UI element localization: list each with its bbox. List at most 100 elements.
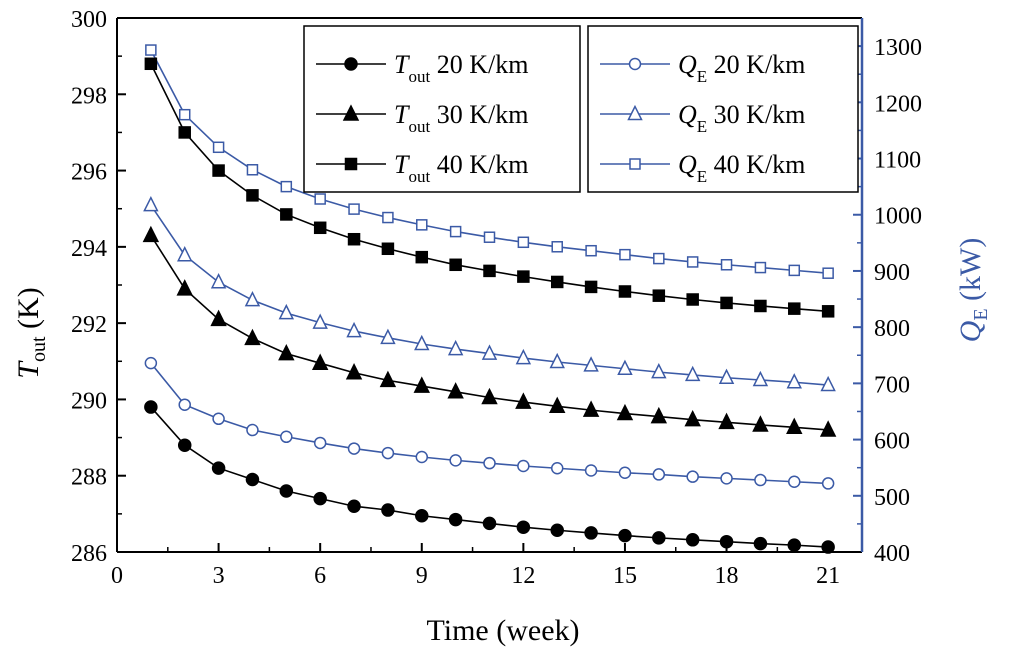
qe-data-point [481,344,498,360]
y-right-tick-label: 900 [874,260,910,286]
y-right-tick-label: 700 [874,372,910,398]
y-right-tick-label: 500 [874,485,910,511]
qe-data-point [380,328,396,345]
x-tick-label: 0 [111,563,123,589]
y-left-tick-label: 292 [71,312,107,338]
qe-data-point [617,359,633,376]
tout-data-point [245,472,260,487]
tout-data-point [584,526,598,540]
y-left-title-sub: out [28,336,50,362]
qe-data-point [346,321,362,338]
tout-data-point [280,208,293,221]
qe-data-point [414,334,430,351]
qe-data-point [517,459,530,473]
qe-legend-marker [628,57,642,71]
qe-data-point [653,252,665,265]
qe-data-point [686,470,699,483]
qe-data-point [584,464,598,477]
tout-data-point [415,509,429,523]
qe-data-point [144,356,158,370]
tout-data-point [719,534,734,549]
tout-legend-marker [344,57,358,71]
tout-data-point [720,296,733,310]
tout-data-point [821,540,835,554]
qe-data-point [178,108,191,121]
tout-data-point [212,164,225,177]
tout-legend-label: Tout 40 K/km [394,150,528,186]
tout-data-point [550,523,564,538]
tout-data-point [718,412,735,430]
tout-data-point [381,503,395,517]
qe-data-point [280,430,293,444]
x-tick-label: 6 [314,563,326,589]
tout-legend-marker [342,104,360,121]
tout-data-point [210,309,227,327]
x-tick-label: 21 [816,563,840,589]
tout-data-point [313,491,327,506]
axis-ticks: 0 3 6 9 12 15 18 21 286 288 290 292 294 296 298 300 400 5… [71,7,922,589]
qe-data-point [347,442,361,455]
tout-data-point [481,387,498,405]
y-right-tick-label: 600 [874,429,910,455]
tout-data-point [176,279,193,296]
tout-data-point [278,343,295,361]
qe-data-point [246,423,259,437]
y-right-tick-label: 400 [874,541,910,567]
y-right-title-unit: (kW) [954,238,987,309]
qe-data-point [517,236,530,249]
tout-data-point [211,461,226,475]
tout-data-point [652,289,666,302]
tout-data-point [819,420,837,437]
tout-data-point [313,221,327,235]
plot-frame [116,17,864,553]
qe-legend-label: QE 30 K/km [678,100,805,136]
tout-data-point [618,285,632,298]
y-right-tick-label: 800 [874,316,910,342]
tout-data-point [381,242,395,256]
tout-data-point [786,417,803,435]
tout-data-point [144,57,158,71]
tout-data-point [447,382,464,399]
qe-data-point [718,368,735,384]
qe-legend-marker [629,158,641,170]
tout-data-point [550,275,564,289]
y-right-tick-label: 1000 [874,204,922,230]
x-tick-label: 9 [416,563,428,589]
tout-legend-marker [344,157,358,171]
tout-data-point [752,415,769,432]
qe-data-point [754,473,767,487]
qe-data-point [821,477,835,490]
qe-data-point [348,203,360,215]
y-left-tick-label: 286 [71,541,107,567]
tout-data-point [246,189,259,202]
tout-data-point [482,516,497,531]
y-left-axis-title: Tout (K) [12,287,50,378]
y-right-tick-label: 1100 [874,148,921,174]
tout-data-point [449,258,462,272]
y-left-tick-label: 298 [71,83,107,109]
y-left-tick-label: 296 [71,160,107,186]
qe-data-point [583,356,599,372]
legend-symbol: T [394,100,410,129]
qe-data-point [178,398,191,411]
qe-data-point [314,193,326,205]
x-tick-label: 15 [613,563,637,589]
legend-series-text: 30 K/km [707,100,805,129]
qe-data-point [212,141,225,154]
y-right-tick-label: 1300 [874,35,922,61]
qe-data-point [618,466,632,479]
tout-data-point [685,533,700,547]
legend-series-text: 30 K/km [430,100,528,129]
qe-data-point [720,472,733,485]
qe-data-point [278,303,295,320]
qe-data-point [619,248,631,261]
qe-data-point [449,225,462,238]
y-left-tick-label: 300 [71,7,107,33]
legend-subscript: E [697,117,707,136]
tout-data-point [549,396,566,414]
tout-data-point [311,353,329,370]
qe-data-point [551,241,563,253]
qe-data-point [720,259,733,271]
